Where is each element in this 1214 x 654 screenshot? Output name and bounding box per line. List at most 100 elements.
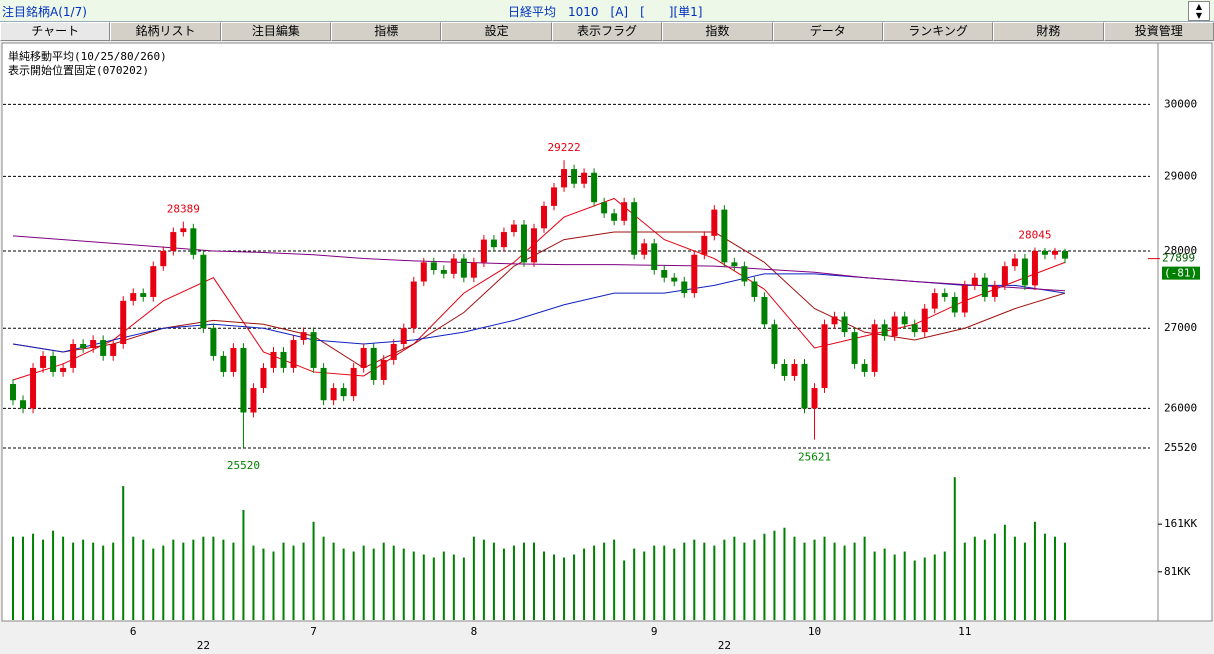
candle-body xyxy=(520,224,527,263)
volume-bar xyxy=(663,545,666,620)
volume-bar xyxy=(893,554,896,620)
candle-body xyxy=(631,202,638,255)
volume-bar xyxy=(312,521,315,620)
candle-body xyxy=(230,347,237,372)
low-label: 25621 xyxy=(798,451,831,464)
tab[interactable]: 指数 xyxy=(662,22,773,41)
volume-bar xyxy=(82,539,85,620)
candle-body xyxy=(430,262,437,270)
candle-body xyxy=(1001,266,1008,286)
x-tick-label: 9 xyxy=(651,625,658,638)
candle-body xyxy=(1011,258,1018,267)
volume-bar xyxy=(1003,524,1006,620)
tab[interactable]: データ xyxy=(772,22,883,41)
volume-bar xyxy=(392,545,395,620)
tab[interactable]: 指標 xyxy=(331,22,442,41)
candle-body xyxy=(450,258,457,274)
volume-bar xyxy=(162,545,165,620)
candle-body xyxy=(751,281,758,297)
volume-bar xyxy=(933,554,936,620)
volume-bar xyxy=(22,536,25,620)
volume-bar xyxy=(643,551,646,620)
volume-bar xyxy=(703,542,706,620)
tab[interactable]: 銘柄リスト xyxy=(110,22,221,41)
volume-bar xyxy=(152,548,155,620)
volume-bar xyxy=(873,551,876,620)
candle-body xyxy=(891,316,898,337)
volume-bar xyxy=(472,536,475,620)
candle-body xyxy=(350,367,357,397)
volume-bar xyxy=(903,551,906,620)
tab[interactable]: ランキング xyxy=(882,22,994,41)
candle-body xyxy=(761,296,768,325)
volume-bar xyxy=(843,545,846,620)
candle-body xyxy=(10,384,17,401)
candle-body xyxy=(671,277,678,282)
candle-body xyxy=(410,281,417,329)
volume-bar xyxy=(743,542,746,620)
candle-body xyxy=(110,344,117,356)
candle-body xyxy=(1031,250,1038,286)
volume-bar xyxy=(142,539,145,620)
plot-area xyxy=(1,42,1159,622)
tab[interactable]: 注目編集 xyxy=(220,22,332,41)
tab[interactable]: 設定 xyxy=(441,22,552,41)
volume-bar xyxy=(983,539,986,620)
candle-body xyxy=(50,355,57,372)
volume-bar xyxy=(713,545,716,620)
volume-bar xyxy=(653,545,656,620)
candle-body xyxy=(581,172,588,184)
candle-body xyxy=(741,266,748,282)
candle-body xyxy=(420,262,427,282)
y-tick-label: 29000 xyxy=(1164,169,1197,182)
indicator-note: 表示開始位置固定(070202) xyxy=(8,63,149,77)
watchlist-title: 注目銘柄A(1/7) xyxy=(2,5,87,19)
volume-bar xyxy=(192,539,195,620)
axis-panel xyxy=(1157,42,1213,622)
x-tick-label: 10 xyxy=(808,625,821,638)
volume-bar xyxy=(993,533,996,620)
tab[interactable]: 表示フラグ xyxy=(551,22,663,41)
tab[interactable]: 投資管理 xyxy=(1103,22,1214,41)
volume-bar xyxy=(42,539,45,620)
tab[interactable]: チャート xyxy=(0,22,111,41)
candle-body xyxy=(991,285,998,297)
top-bar: 注目銘柄A(1/7) 日経平均 1010 [A] [ ][単1] ▲ ▼ xyxy=(0,0,1214,22)
candle-body xyxy=(561,169,568,188)
candle-body xyxy=(811,388,818,409)
candle-body xyxy=(571,169,578,184)
volume-bar xyxy=(683,542,686,620)
volume-bar xyxy=(813,539,816,620)
candle-body xyxy=(470,262,477,278)
volume-bar xyxy=(593,545,596,620)
candle-body xyxy=(611,213,618,221)
candle-body xyxy=(370,347,377,380)
change-label: (-81) xyxy=(1164,267,1197,280)
spin-button[interactable]: ▲ ▼ xyxy=(1188,1,1210,21)
tab[interactable]: 財務 xyxy=(993,22,1104,41)
moving-average xyxy=(12,231,1066,369)
volume-bar xyxy=(452,554,455,620)
volume-bar xyxy=(432,557,435,620)
candle-body xyxy=(120,300,127,345)
volume-bar xyxy=(92,542,95,620)
volume-bar xyxy=(803,542,806,620)
candle-body xyxy=(200,254,207,329)
candle-body xyxy=(20,400,27,409)
volume-bar xyxy=(1013,536,1016,620)
candle-body xyxy=(60,367,67,372)
candle-body xyxy=(861,363,868,372)
volume-bar xyxy=(522,542,525,620)
candle-body xyxy=(340,388,347,397)
volume-bar xyxy=(362,545,365,620)
volume-bar xyxy=(583,548,586,620)
volume-bar xyxy=(723,539,726,620)
candle-body xyxy=(731,262,738,267)
volume-bar xyxy=(262,548,265,620)
candle-body xyxy=(100,340,107,356)
candle-body xyxy=(961,285,968,313)
candle-body xyxy=(400,328,407,345)
candle-body xyxy=(1051,250,1058,255)
volume-bar xyxy=(573,554,576,620)
